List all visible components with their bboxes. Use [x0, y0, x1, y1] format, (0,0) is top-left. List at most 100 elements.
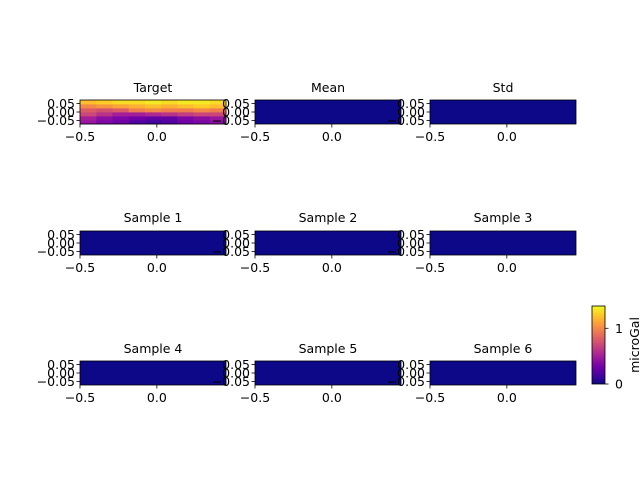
panel-title: Mean — [311, 80, 345, 95]
heatmap-cell — [161, 108, 178, 113]
y-tick-label: −0.05 — [37, 113, 75, 128]
y-tick-label: −0.05 — [212, 113, 250, 128]
heatmap-cell — [193, 112, 211, 117]
panel-sample-2: Sample 2 −0.5 0.0 0.050.00−0.05 — [212, 210, 402, 275]
heatmap-cell — [96, 108, 113, 113]
x-tick-label: 0.0 — [147, 260, 167, 275]
panel-sample-6: Sample 6 −0.5 0.0 0.050.00−0.05 — [387, 341, 577, 405]
heatmap-cell — [128, 120, 146, 125]
heatmap-cell — [177, 112, 194, 117]
panel-title: Sample 5 — [299, 341, 358, 356]
heatmap-field — [430, 361, 576, 385]
heatmap-cell — [80, 104, 97, 109]
heatmap-cell — [96, 112, 113, 117]
x-tick-label: 0.0 — [497, 129, 517, 144]
y-tick-label: −0.05 — [212, 244, 250, 259]
y-tick-label: 0.05 — [397, 96, 425, 111]
x-tick-label: 0.0 — [497, 260, 517, 275]
x-tick-label: −0.5 — [65, 260, 95, 275]
y-tick-label: 0.00 — [47, 236, 75, 251]
x-tick-label: 0.0 — [147, 129, 167, 144]
heatmap-cell — [112, 116, 130, 121]
heatmap-cell — [161, 104, 178, 109]
heatmap-cell — [177, 116, 194, 121]
heatmap-cell — [209, 120, 227, 125]
heatmap-cell — [128, 112, 146, 117]
heatmap-cell — [177, 108, 194, 113]
heatmap-field — [255, 231, 401, 255]
y-tick-label: 0.05 — [397, 357, 425, 372]
heatmap-cell — [128, 104, 146, 109]
heatmap-cell — [112, 120, 130, 125]
x-tick-label: 0.0 — [322, 260, 342, 275]
heatmap-cell — [209, 104, 227, 109]
heatmap-cell — [209, 100, 227, 105]
x-tick-label: −0.5 — [415, 260, 445, 275]
heatmap-cell — [161, 120, 178, 125]
y-tick-label: 0.00 — [47, 105, 75, 120]
x-tick-label: 0.0 — [497, 390, 517, 405]
heatmap-cell — [144, 120, 162, 125]
heatmap-cell — [193, 100, 211, 105]
y-tick-label: 0.00 — [222, 105, 250, 120]
heatmap-cell — [209, 108, 227, 113]
colorbar: 0 1 microGal — [591, 305, 640, 392]
y-tick-label: 0.05 — [397, 227, 425, 242]
y-tick-label: −0.05 — [37, 244, 75, 259]
heatmap-cell — [193, 108, 211, 113]
x-tick-label: −0.5 — [240, 390, 270, 405]
y-tick-label: −0.05 — [212, 374, 250, 389]
heatmap-cell — [144, 116, 162, 121]
colorbar-label: microGal — [627, 317, 640, 373]
y-tick-label: 0.00 — [222, 236, 250, 251]
y-tick-label: 0.05 — [222, 357, 250, 372]
heatmap-cell — [209, 116, 227, 121]
y-tick-label: 0.00 — [397, 366, 425, 381]
panel-title: Target — [133, 80, 173, 95]
y-tick-label: −0.05 — [387, 244, 425, 259]
heatmap-cell — [161, 100, 178, 105]
heatmap-field — [255, 361, 401, 385]
heatmap-cell — [96, 104, 113, 109]
heatmap-cell — [80, 108, 97, 113]
panel-title: Sample 3 — [474, 210, 533, 225]
panel-sample-5: Sample 5 −0.5 0.0 0.050.00−0.05 — [212, 341, 402, 405]
y-tick-label: −0.05 — [387, 374, 425, 389]
heatmap-cell — [209, 112, 227, 117]
heatmap-cell — [177, 104, 194, 109]
colorbar-gradient — [591, 305, 606, 385]
heatmap-cell — [161, 112, 178, 117]
heatmap-cell — [144, 112, 162, 117]
y-tick-label: −0.05 — [37, 374, 75, 389]
y-tick-label: −0.05 — [387, 113, 425, 128]
x-tick-label: 0.0 — [322, 390, 342, 405]
heatmap-cell — [112, 108, 130, 113]
heatmap-cell — [96, 116, 113, 121]
panel-title: Sample 2 — [299, 210, 358, 225]
heatmap-field — [430, 231, 576, 255]
x-tick-label: −0.5 — [240, 260, 270, 275]
heatmap-cell — [144, 104, 162, 109]
heatmap-cell — [112, 112, 130, 117]
heatmap-cell — [128, 116, 146, 121]
heatmap-cell — [193, 104, 211, 109]
heatmap-cell — [112, 104, 130, 109]
y-tick-label: 0.05 — [47, 357, 75, 372]
y-tick-label: 0.00 — [222, 366, 250, 381]
heatmap-cell — [161, 116, 178, 121]
panel-title: Sample 1 — [124, 210, 183, 225]
heatmap-cell — [96, 120, 113, 125]
y-tick-label: 0.05 — [222, 96, 250, 111]
heatmap-cell — [144, 100, 162, 105]
heatmap-cell — [177, 120, 194, 125]
panel-sample-4: Sample 4 −0.5 0.0 0.050.00−0.05 — [37, 341, 227, 405]
heatmap-cell — [128, 100, 146, 105]
heatmap-cell — [193, 120, 211, 125]
heatmap-cell — [80, 100, 97, 105]
x-tick-label: −0.5 — [65, 390, 95, 405]
heatmap-cell — [80, 116, 97, 121]
panel-sample-1: Sample 1 −0.5 0.0 0.050.00−0.05 — [37, 210, 227, 275]
x-tick-label: −0.5 — [415, 390, 445, 405]
panel-title: Sample 6 — [474, 341, 533, 356]
